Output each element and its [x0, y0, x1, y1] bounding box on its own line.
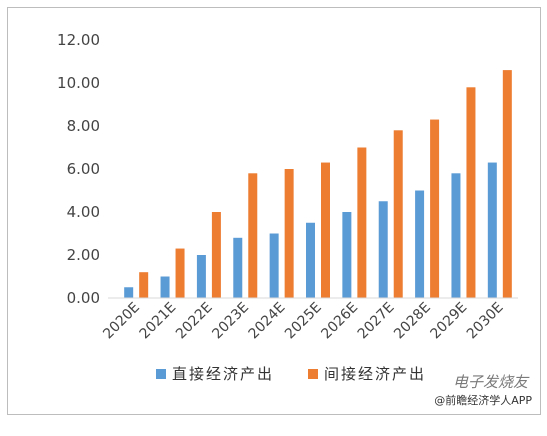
direct-output-bar-2026E — [342, 212, 352, 298]
x-tick-label: 2020E — [100, 300, 143, 343]
chart-frame: 0.00 2.00 4.00 6.00 8.00 10.00 12.00 2020E 2021… — [7, 7, 541, 415]
direct-output-bar-2027E — [378, 201, 388, 298]
x-tick-label: 2022E — [173, 300, 216, 343]
direct-output-bar-2030E — [487, 162, 497, 298]
direct-output-bar-2021E — [160, 276, 170, 298]
legend-label-0: 直接经济产出 — [172, 365, 274, 383]
legend-swatch-1 — [308, 369, 318, 379]
legend-swatch-0 — [156, 369, 166, 379]
y-tick-label: 6.00 — [67, 160, 100, 178]
x-tick-label: 2028E — [391, 300, 434, 343]
direct-output-bar-2020E — [124, 287, 134, 298]
x-tick-label: 2025E — [282, 300, 325, 343]
x-tick-label: 2023E — [209, 300, 252, 343]
site-watermark: 电子发烧友 — [452, 373, 528, 391]
indirect-output-bar-2020E — [139, 272, 149, 298]
bar-chart: 0.00 2.00 4.00 6.00 8.00 10.00 12.00 2020E2021… — [57, 31, 518, 383]
legend-label-1: 间接经济产出 — [324, 365, 426, 383]
direct-output-bar-2024E — [269, 233, 279, 298]
indirect-output-bar-2025E — [321, 162, 330, 298]
bars — [124, 70, 512, 298]
corner-watermark: @前瞻经济学人APP — [434, 394, 532, 407]
y-tick-label: 2.00 — [67, 246, 100, 264]
indirect-output-bar-2023E — [248, 173, 258, 298]
indirect-output-bar-2027E — [393, 130, 403, 298]
x-tick-label: 2021E — [137, 300, 180, 343]
direct-output-bar-2029E — [451, 173, 461, 298]
y-tick-label: 4.00 — [67, 203, 100, 221]
indirect-output-bar-2029E — [466, 87, 476, 298]
indirect-output-bar-2030E — [502, 70, 512, 298]
indirect-output-bar-2024E — [284, 169, 294, 298]
y-tick-label: 12.00 — [57, 31, 100, 49]
indirect-output-bar-2021E — [175, 248, 185, 298]
indirect-output-bar-2026E — [357, 147, 367, 298]
x-tick-label: 2027E — [355, 300, 398, 343]
indirect-output-bar-2022E — [211, 212, 221, 298]
x-tick-label: 2024E — [246, 300, 289, 343]
direct-output-bar-2028E — [415, 190, 425, 298]
x-tick-label: 2029E — [428, 300, 471, 343]
direct-output-bar-2025E — [306, 222, 315, 298]
indirect-output-bar-2028E — [430, 119, 440, 298]
y-axis: 0.00 2.00 4.00 6.00 8.00 10.00 12.00 — [57, 31, 100, 307]
direct-output-bar-2023E — [233, 237, 243, 298]
y-tick-label: 0.00 — [67, 289, 100, 307]
y-tick-label: 8.00 — [67, 117, 100, 135]
legend: 直接经济产出 间接经济产出 — [156, 365, 426, 383]
y-tick-label: 10.00 — [57, 74, 100, 92]
x-tick-label: 2030E — [464, 300, 507, 343]
x-tick-label: 2026E — [318, 300, 361, 343]
direct-output-bar-2022E — [196, 255, 206, 298]
x-axis: 2020E2021E2022E2023E2024E2025E2026E2027E… — [100, 297, 518, 343]
